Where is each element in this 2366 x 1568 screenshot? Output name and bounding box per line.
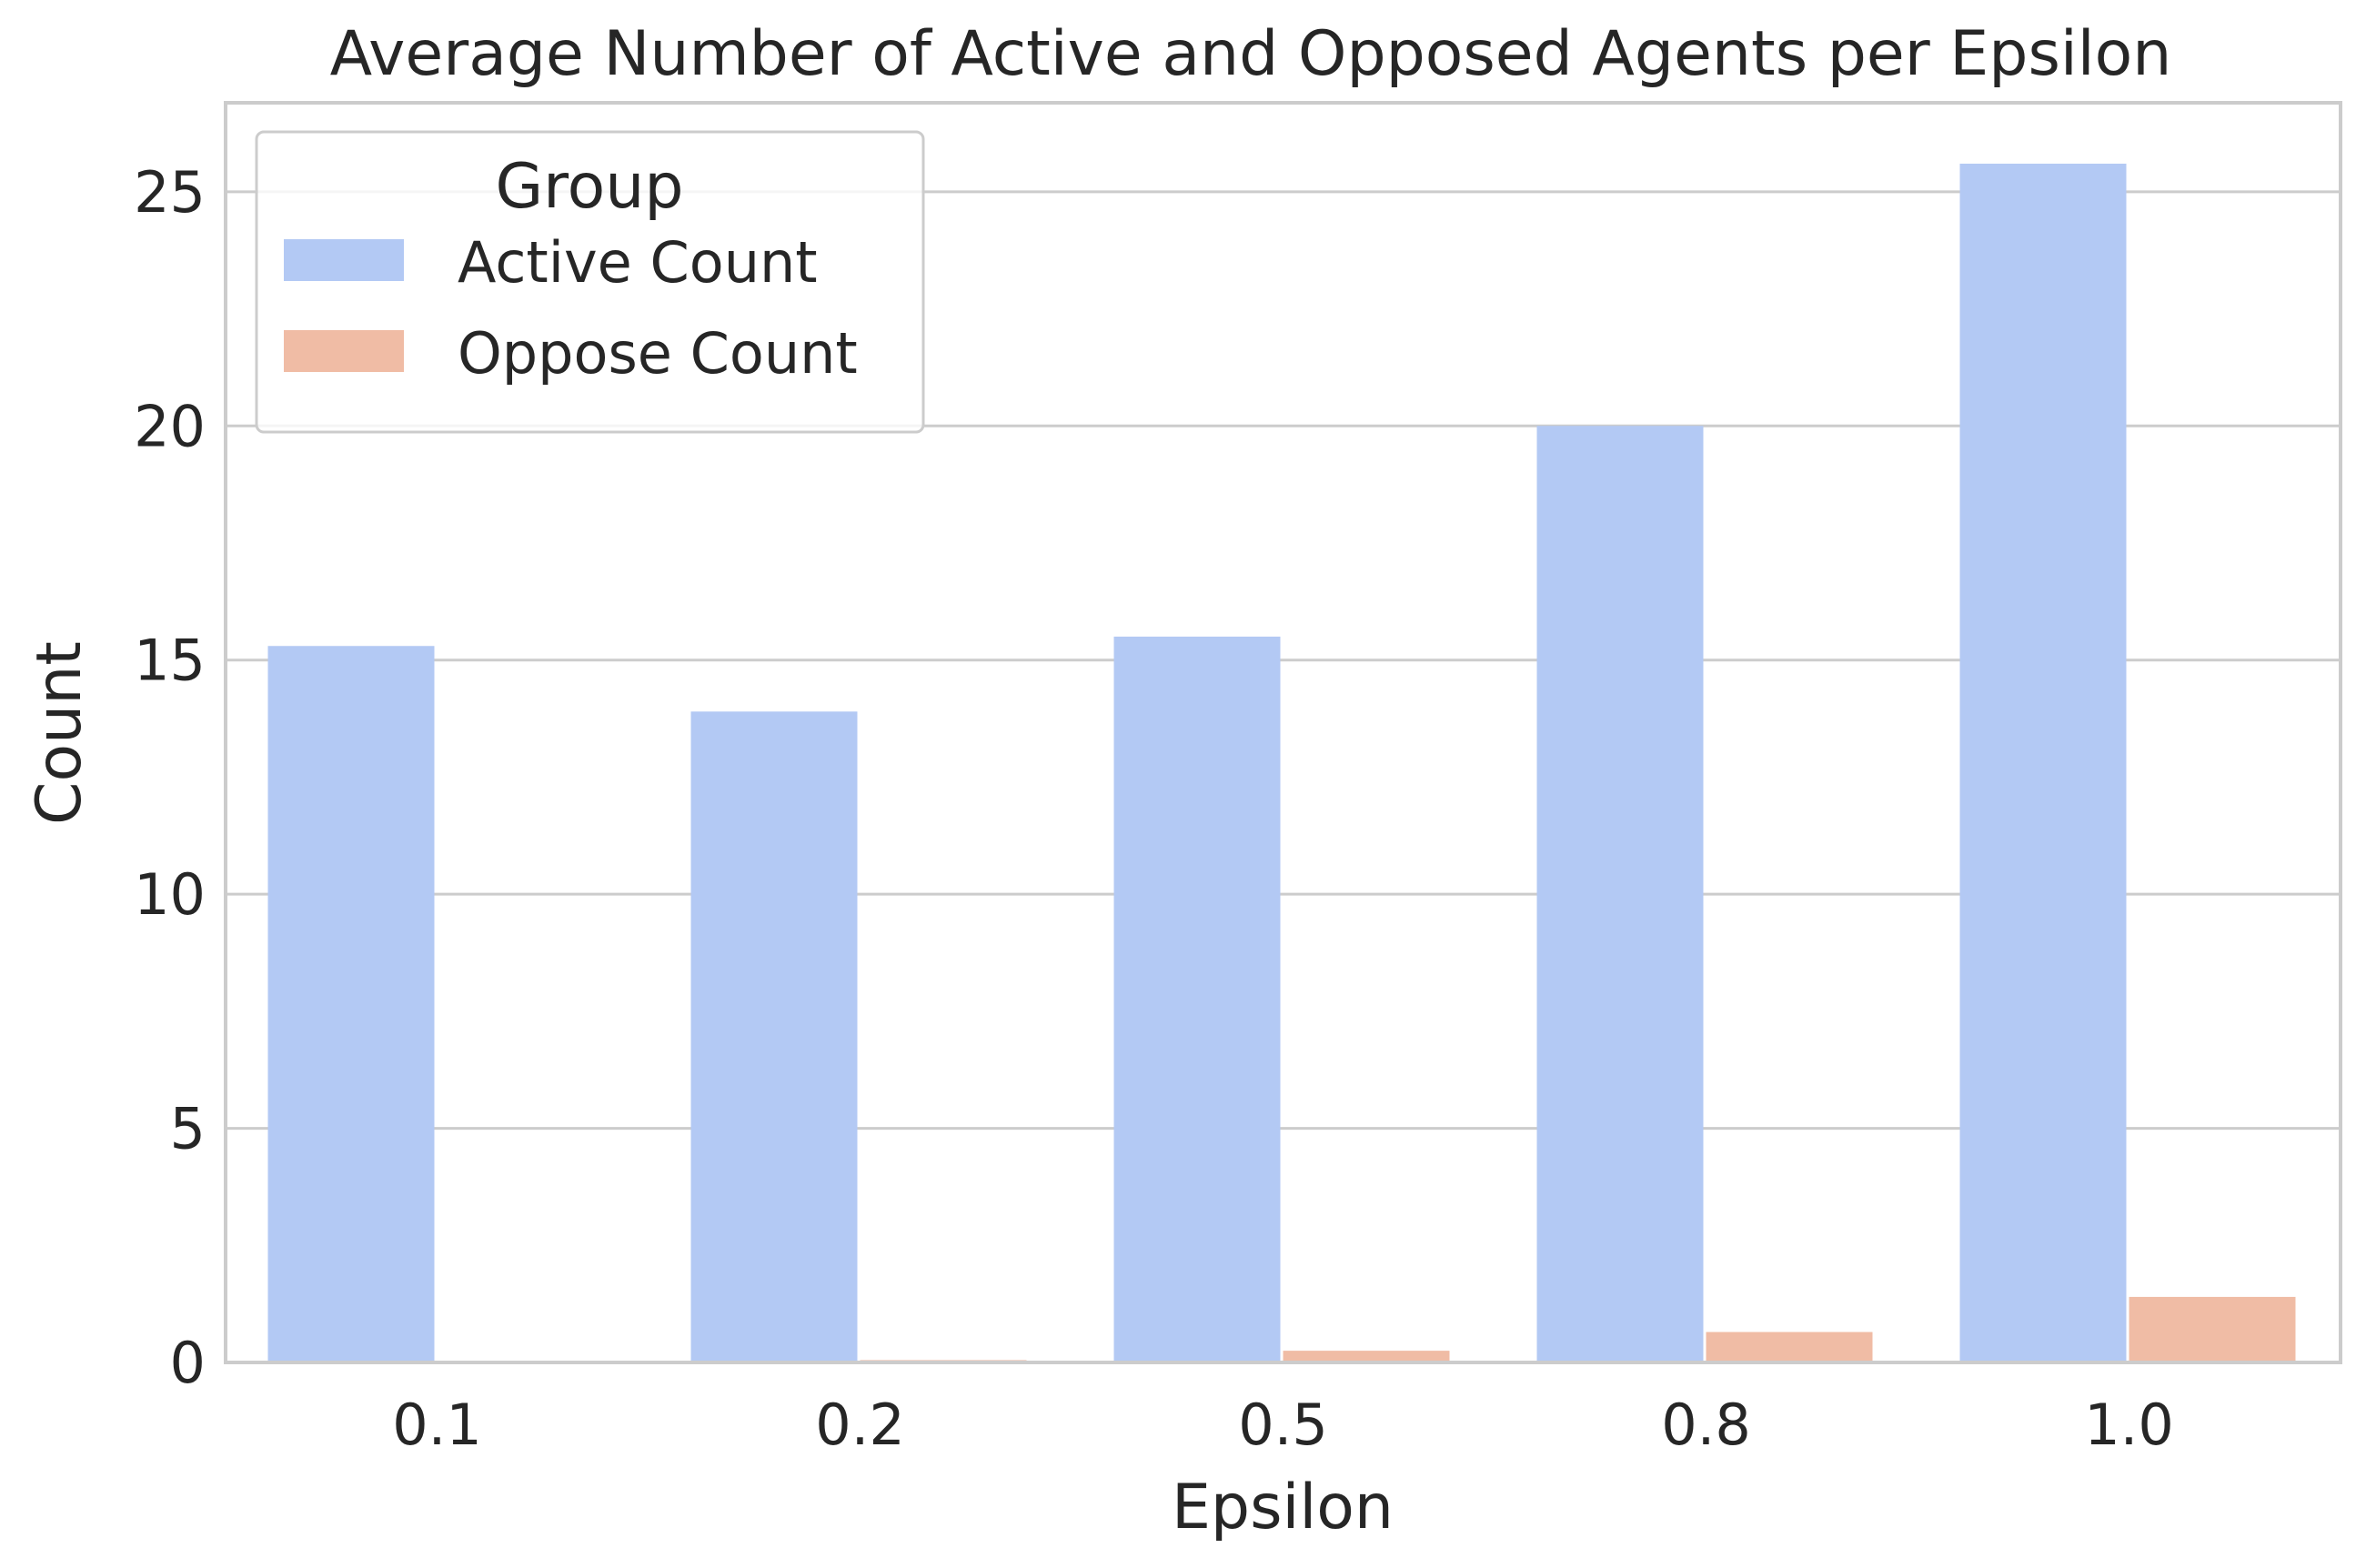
bars [267, 163, 2296, 1362]
bar-oppose-count [2129, 1296, 2296, 1362]
x-tick-label: 0.2 [815, 1392, 905, 1458]
y-tick-label: 20 [134, 393, 206, 459]
bar-active-count [267, 646, 435, 1362]
legend-swatch [284, 239, 404, 281]
plot-frame [224, 101, 2342, 1364]
x-tick-label: 1.0 [2084, 1392, 2174, 1458]
legend-items: Active Count Oppose Count [284, 229, 858, 387]
y-tick-label: 5 [170, 1096, 206, 1162]
y-axis-ticks: 0 5 10 15 20 25 [134, 159, 206, 1396]
y-tick-label: 0 [170, 1330, 206, 1396]
x-tick-label: 0.5 [1238, 1392, 1328, 1458]
legend-box [255, 130, 925, 434]
bar-oppose-count [1283, 1351, 1450, 1362]
legend-title: Group [495, 151, 683, 223]
x-tick-label: 0.8 [1661, 1392, 1751, 1458]
x-axis-label: Epsilon [1172, 1472, 1394, 1543]
legend-label: Active Count [458, 229, 818, 296]
y-tick-label: 10 [134, 861, 206, 928]
bar-active-count [690, 711, 858, 1362]
bar-oppose-count [1706, 1332, 1873, 1362]
legend-label: Oppose Count [458, 320, 858, 387]
bar-active-count [1536, 426, 1704, 1362]
y-tick-label: 25 [134, 159, 206, 226]
legend-swatch [284, 330, 404, 372]
y-tick-label: 15 [134, 628, 206, 694]
x-axis-ticks: 0.1 0.2 0.5 0.8 1.0 [392, 1392, 2174, 1458]
y-axis-label: Count [24, 641, 96, 825]
chart-title: Average Number of Active and Opposed Age… [330, 18, 2172, 90]
bar-active-count [1959, 163, 2127, 1362]
bar-active-count [1113, 636, 1281, 1362]
legend: Group Active Count Oppose Count [255, 130, 925, 434]
x-tick-label: 0.1 [392, 1392, 482, 1458]
